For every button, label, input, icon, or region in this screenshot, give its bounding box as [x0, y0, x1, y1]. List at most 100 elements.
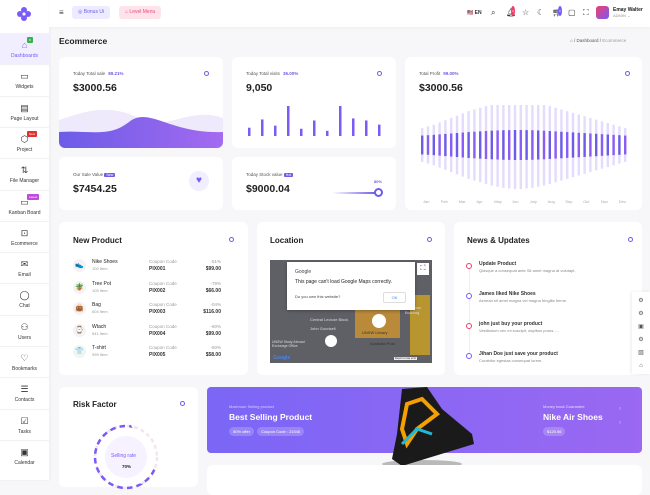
map-marker-icon[interactable] — [372, 314, 386, 328]
sidebar-item-ecommerce[interactable]: ⊡ Ecommerce — [0, 220, 49, 252]
user-role[interactable]: ADMIN ⌄ — [613, 13, 631, 18]
product-row[interactable]: 🪴 Tree Pot 105 Item Coupon Code PIX002 -… — [73, 279, 235, 299]
sidebar-item-contacts[interactable]: ☰ Contacts — [0, 377, 49, 408]
next-arrow-icon[interactable]: › — [619, 406, 621, 412]
settings-icon[interactable] — [628, 237, 633, 242]
sidebar-item-users[interactable]: ⚇ Users — [0, 314, 49, 346]
promo-banner: Maximum Selling product Best Selling Pro… — [207, 387, 642, 468]
sidebar-item-project[interactable]: ⬡ Project New — [0, 126, 49, 158]
notification-badge: 4 — [511, 6, 515, 16]
user-name[interactable]: Emay Walter — [613, 7, 643, 13]
sidebar-item-dashboards[interactable]: ⌂ Dashboards 8 — [0, 33, 49, 64]
fullscreen-icon[interactable]: ⛶ — [583, 8, 589, 17]
sidebar-item-page-layout[interactable]: ▤ Page Layout — [0, 95, 49, 127]
breadcrumb-ecommerce: Ecommerce — [602, 38, 627, 43]
settings-icon[interactable]: ⚙ — [638, 311, 644, 317]
settings-icon[interactable] — [625, 71, 630, 76]
sidebar-item-label: Bookmarks — [11, 366, 37, 372]
product-row[interactable]: 👜 Bag 604 Item Coupon Code PIX003 -04% $… — [73, 300, 235, 320]
level-menu-button[interactable]: ⌂ Level Menu — [119, 6, 162, 19]
profit-bar — [531, 130, 534, 160]
avatar[interactable] — [596, 6, 609, 19]
total-visits-card: Today Total visits 36.00% 9,050 — [232, 57, 396, 148]
star-icon[interactable]: ☆ — [522, 8, 530, 17]
sidebar-badge: New — [27, 130, 38, 137]
product-image: 👜 — [73, 302, 86, 315]
google-logo: Google — [273, 355, 291, 361]
product-row[interactable]: 👟 Nike Shoes 100 Item Coupon Code PIX001… — [73, 257, 235, 277]
search-icon[interactable]: ⌕ — [491, 8, 496, 17]
profit-bar — [461, 132, 464, 158]
sidebar-item-label: Tasks — [18, 428, 31, 435]
prev-arrow-icon[interactable]: ‹ — [619, 420, 621, 426]
stock-progress-bar — [332, 192, 376, 194]
visits-bar — [287, 106, 290, 136]
settings-icon[interactable] — [427, 237, 432, 242]
month-tick-label: Jan — [423, 199, 429, 204]
map[interactable]: Central Lecture Block John Goodsell UNSW… — [270, 260, 432, 363]
product-price: $58.00 — [205, 352, 221, 358]
sidebar-item-bookmarks[interactable]: ♡ Bookmarks — [0, 346, 49, 377]
settings-icon[interactable] — [377, 71, 382, 76]
map-marker-icon[interactable] — [325, 335, 337, 347]
month-tick-label: July — [530, 199, 537, 204]
product-image: 👟 — [73, 259, 86, 272]
image-icon[interactable]: ▧ — [638, 350, 644, 356]
visits-bar — [378, 124, 381, 136]
camera-icon[interactable]: ▣ — [638, 324, 644, 330]
stock-label-text: Today Stock value — [246, 172, 283, 177]
news-item-title: Jihan Doe just save your product — [479, 351, 558, 357]
settings-icon[interactable] — [204, 71, 209, 76]
map-label: UNSW Library — [362, 330, 388, 335]
cart-badge: 3 — [558, 6, 562, 16]
sidebar-item-file-manager[interactable]: ⇅ File Manager — [0, 158, 49, 189]
selling-rate-label: Selling rate — [111, 453, 137, 459]
product-name: Bag — [92, 302, 101, 308]
page-title: Ecommerce — [59, 36, 108, 46]
sidebar-icon: ▤ — [20, 102, 29, 113]
product-image: ⌚ — [73, 323, 86, 337]
profit-bar — [467, 132, 470, 158]
gear-icon[interactable]: ⚙ — [638, 337, 644, 343]
cart-icon[interactable]: 🛒︎ 3 — [552, 6, 563, 17]
news-item-desc: Vestibulum nec mi suscipit, dapibus puru… — [479, 328, 559, 333]
customizer-icon[interactable]: ⚙ — [638, 298, 644, 304]
visits-label: Today Total visits 36.00% — [246, 71, 298, 76]
settings-icon[interactable] — [180, 401, 185, 406]
home-icon[interactable]: ⌂ — [570, 38, 573, 43]
sidebar-item-tasks[interactable]: ☑ Tasks — [0, 408, 49, 440]
language-selector[interactable]: 🇺🇸 EN — [467, 10, 482, 16]
sidebar-item-widgets[interactable]: ▭ Widgets — [0, 64, 49, 95]
sidebar-item-chat[interactable]: ◯ Chat — [0, 283, 49, 314]
chat-icon[interactable]: ▢ — [568, 8, 576, 17]
product-name: Wtach — [92, 323, 107, 330]
profit-bar — [624, 135, 627, 155]
product-discount: -78% — [210, 280, 221, 286]
product-row[interactable]: ⌚ Wtach 541 Item Coupon Code PIX004 -60%… — [73, 322, 235, 342]
dialog-ok-button[interactable]: OK — [383, 292, 406, 303]
product-row[interactable]: 👕 T-shirt 999 Item Coupon Code PIX005 -5… — [73, 343, 235, 363]
shop-icon[interactable]: ⌂ — [639, 363, 643, 369]
news-item[interactable]: James liked Nike Shoes Aenean sit amet m… — [466, 290, 636, 314]
visits-label-text: Today Total visits — [246, 71, 280, 76]
settings-icon[interactable] — [229, 237, 234, 242]
fullscreen-icon[interactable]: ⛶ — [417, 263, 429, 275]
bonus-ui-button[interactable]: ◎ Bonus Ui — [72, 6, 111, 19]
news-item[interactable]: Jihan Doe just save your product Curabit… — [466, 350, 636, 374]
report-map-error-link[interactable]: Report a map error — [394, 357, 418, 360]
our-sale-label: Our Sale Value New — [73, 172, 116, 177]
logo-icon[interactable] — [17, 7, 31, 21]
stock-progress-handle[interactable] — [374, 188, 383, 197]
sidebar-item-email[interactable]: ✉ Email — [0, 252, 49, 283]
sidebar-item-calendar[interactable]: ▣ Calendar — [0, 439, 49, 471]
breadcrumb-dashboard[interactable]: Dashboard — [576, 38, 599, 43]
product-name: T-shirt — [92, 345, 106, 351]
menu-toggle-icon[interactable]: ≡ — [59, 8, 64, 17]
profit-bar — [426, 135, 430, 155]
news-item[interactable]: john just buy your product Vestibulum ne… — [466, 320, 636, 344]
banner-subtitle-2: Money back Guarantee — [543, 404, 585, 409]
bell-icon[interactable]: 🔔︎4 — [506, 6, 516, 18]
news-item[interactable]: Update Product Quisque a consequat ante … — [466, 260, 636, 284]
moon-icon[interactable]: ☾ — [537, 8, 545, 17]
sidebar-item-kanban-board[interactable]: ▭ Kanban Board Latest — [0, 189, 49, 221]
